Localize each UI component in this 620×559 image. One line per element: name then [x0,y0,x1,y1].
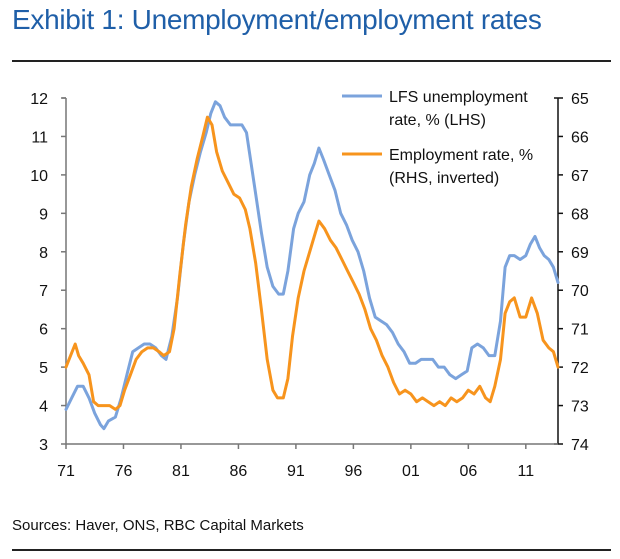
right-axis-tick-label: 74 [571,437,589,454]
left-axis-tick-label: 3 [39,437,48,454]
right-axis-tick-label: 70 [571,283,589,300]
left-axis-tick-label: 7 [39,283,48,300]
legend-label: rate, % (LHS) [389,112,486,129]
left-axis-tick-label: 10 [30,168,48,185]
x-axis-tick-label: 81 [172,463,190,480]
left-axis-tick-label: 9 [39,206,48,223]
right-axis-tick-label: 67 [571,168,589,185]
left-axis-tick-label: 5 [39,360,48,377]
source-note: Sources: Haver, ONS, RBC Capital Markets [12,517,304,534]
left-axis-tick-label: 4 [39,399,48,416]
right-axis-tick-label: 69 [571,245,589,262]
legend-label: Employment rate, % [389,147,533,164]
right-axis-tick-label: 65 [571,91,589,108]
x-axis-tick-label: 11 [518,463,535,480]
top-divider [12,60,611,62]
x-axis-tick-label: 71 [57,463,75,480]
x-axis-tick-label: 06 [459,463,477,480]
legend-label: (RHS, inverted) [389,170,499,187]
x-axis-tick-label: 96 [344,463,362,480]
x-axis-tick-label: 86 [230,463,248,480]
legend: LFS unemployment rate, % (LHS) Employment … [342,89,533,187]
right-axis-tick-label: 71 [571,322,589,339]
left-axis-tick-label: 12 [30,91,48,108]
x-axis-tick-label: 01 [402,463,420,480]
left-axis-tick-label: 6 [39,322,48,339]
unemployment-line [64,100,560,431]
chart-title: Exhibit 1: Unemployment/employment rates [12,4,542,35]
x-axis-tick-label: 91 [287,463,305,480]
plot-lines [64,100,560,431]
left-axis-tick-label: 11 [31,129,48,146]
employment-line [64,115,560,411]
right-axis-tick-label: 68 [571,206,589,223]
legend-label: LFS unemployment [389,89,528,106]
left-axis-tick-label: 8 [39,245,48,262]
right-axis-tick-label: 66 [571,129,589,146]
right-axis-tick-label: 73 [571,399,589,416]
right-axis-tick-label: 72 [571,360,589,377]
bottom-divider [12,549,611,551]
x-axis-tick-label: 76 [115,463,133,480]
